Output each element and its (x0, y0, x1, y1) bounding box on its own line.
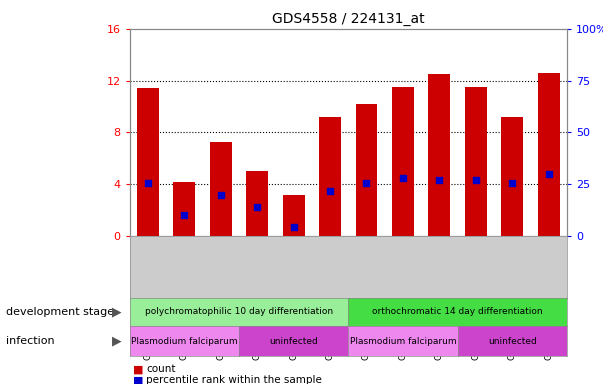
Text: percentile rank within the sample: percentile rank within the sample (146, 375, 322, 384)
Text: ■: ■ (133, 375, 143, 384)
Text: polychromatophilic 10 day differentiation: polychromatophilic 10 day differentiatio… (145, 308, 333, 316)
Bar (210, 142, 232, 236)
Text: uninfected: uninfected (488, 337, 537, 346)
Point (143, 180, 153, 186)
Text: orthochromatic 14 day differentiation: orthochromatic 14 day differentiation (372, 308, 543, 316)
Point (289, 224, 298, 230)
Bar (137, 88, 159, 236)
Bar (501, 117, 523, 236)
Point (398, 175, 408, 181)
Point (435, 177, 444, 183)
Text: Plasmodium falciparum: Plasmodium falciparum (131, 337, 238, 346)
Point (216, 192, 226, 198)
Title: GDS4558 / 224131_at: GDS4558 / 224131_at (272, 12, 425, 26)
Point (471, 177, 481, 183)
Point (507, 180, 517, 186)
Text: infection: infection (6, 336, 55, 346)
Bar (465, 87, 487, 236)
Text: ■: ■ (133, 364, 143, 374)
Text: count: count (146, 364, 175, 374)
Bar (356, 104, 377, 236)
Bar (319, 117, 341, 236)
Text: ▶: ▶ (112, 306, 121, 318)
Bar (538, 73, 560, 236)
Text: Plasmodium falciparum: Plasmodium falciparum (350, 337, 456, 346)
Text: ▶: ▶ (112, 335, 121, 348)
Point (362, 180, 371, 186)
Text: development stage: development stage (6, 307, 114, 317)
Bar (392, 87, 414, 236)
Point (325, 187, 335, 194)
Point (180, 212, 189, 218)
Point (252, 204, 262, 210)
Point (544, 171, 554, 177)
Text: uninfected: uninfected (269, 337, 318, 346)
Bar (428, 74, 450, 236)
Bar (283, 195, 305, 236)
Bar (246, 171, 268, 236)
Bar (174, 182, 195, 236)
